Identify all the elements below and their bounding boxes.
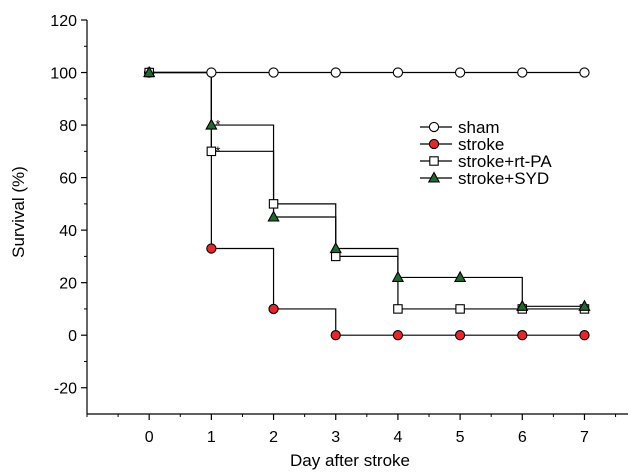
data-point-3 (578, 299, 591, 311)
data-point-1 (206, 243, 217, 254)
data-point-2 (268, 199, 279, 209)
x-axis-title: Day after stroke (290, 451, 410, 470)
data-point-1 (330, 330, 341, 341)
data-point-3 (453, 270, 467, 282)
x-tick-label: 2 (269, 429, 278, 446)
y-tick-label: -20 (54, 381, 77, 398)
data-point-2 (330, 251, 341, 262)
data-point-1 (268, 303, 279, 315)
data-point-2 (455, 304, 465, 314)
y-tick-label: 20 (59, 276, 77, 293)
x-tick-label: 0 (145, 429, 154, 446)
x-tick-label: 3 (331, 429, 340, 446)
data-point-0 (206, 67, 217, 78)
x-tick-label: 1 (207, 429, 216, 446)
data-point-0 (579, 67, 590, 78)
legend-label: stroke (458, 135, 504, 154)
x-tick-label: 6 (518, 429, 527, 446)
y-tick-label: 60 (59, 171, 77, 188)
data-point-0 (517, 67, 528, 78)
series-line-2 (149, 71, 585, 310)
significance-annotation: * (215, 117, 220, 132)
legend-label: sham (458, 118, 500, 137)
data-point-2 (393, 304, 403, 314)
x-tick-label: 5 (456, 429, 465, 446)
y-tick-label: 120 (50, 13, 77, 30)
data-point-1 (454, 330, 466, 341)
series-markers (143, 65, 591, 341)
data-point-2 (206, 146, 217, 157)
legend-label: stroke+rt-PA (458, 152, 552, 171)
data-point-0 (330, 67, 341, 78)
data-point-3 (205, 118, 218, 130)
y-tick-label: 40 (59, 223, 77, 240)
series-line-3 (149, 71, 585, 307)
y-tick-label: 80 (59, 118, 77, 135)
data-point-0 (392, 67, 404, 78)
series-lines (149, 71, 585, 336)
legend-marker (429, 156, 439, 166)
significance-annotation: * (215, 143, 220, 158)
data-point-3 (267, 210, 280, 222)
x-tick-label: 7 (580, 429, 589, 446)
y-tick-label: 0 (68, 328, 77, 345)
data-point-1 (579, 330, 590, 341)
x-tick-label: 4 (393, 429, 402, 446)
data-point-3 (329, 241, 342, 254)
annotations: ** (215, 117, 220, 158)
data-point-0 (454, 67, 466, 78)
legend-marker (428, 138, 440, 150)
data-point-0 (268, 67, 279, 78)
series-line-1 (149, 71, 585, 336)
y-tick-label: 100 (50, 66, 77, 83)
legend-marker (427, 171, 441, 183)
data-point-3 (391, 270, 405, 282)
data-point-3 (143, 65, 156, 78)
data-point-3 (516, 299, 529, 311)
data-point-1 (517, 330, 528, 341)
y-axis-title: Survival (%) (9, 166, 28, 258)
data-point-1 (392, 330, 404, 341)
legend-marker (428, 121, 440, 133)
axes: -20 0 20 40 60 80 100 120 0 1 2 3 4 5 6 7 (50, 13, 628, 446)
legend-label: stroke+SYD (458, 169, 549, 188)
